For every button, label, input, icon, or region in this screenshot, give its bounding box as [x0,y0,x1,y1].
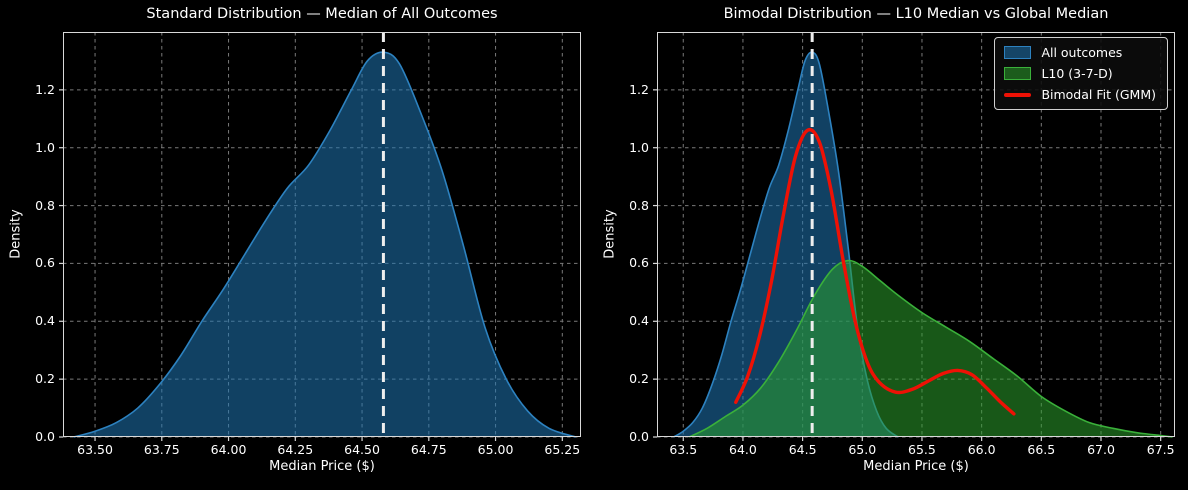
legend-label: L10 (3-7-D) [1041,66,1113,81]
legend-item-bimodal-fit-gmm: Bimodal Fit (GMM) [1004,87,1156,102]
legend: All outcomes L10 (3-7-D) Bimodal Fit (GMM) [994,37,1168,110]
axes-spines [657,32,1175,437]
y-tick-label: 1.0 [35,139,55,155]
y-tick-label: 0.2 [35,371,55,387]
y-tick-label: 1.0 [629,139,649,155]
legend-item-all-outcomes: All outcomes [1004,45,1156,60]
y-tick-label: 0.0 [629,429,649,444]
x-tick-label: 63.5 [669,442,698,457]
x-axis-label: Median Price ($) [269,459,375,474]
kde-line-all-outcomes [73,51,576,438]
x-tick-label: 65.5 [908,442,936,457]
x-tick-label: 64.5 [788,442,817,457]
legend-label: All outcomes [1041,45,1123,60]
y-tick-label: 1.2 [35,81,55,97]
plot-area [59,32,581,441]
axes-spines [63,32,581,437]
kde-line-l10-3-7-d [688,259,1173,438]
x-tick-label: 64.50 [344,442,380,457]
y-tick-label: 0.8 [629,197,649,213]
y-tick-label: 0.2 [629,371,649,387]
x-tick-label: 63.50 [77,442,113,457]
x-tick-label: 63.75 [143,442,180,457]
y-tick-label: 0.6 [629,255,649,271]
fit-line-bimodal-fit-gmm [734,128,1016,416]
x-tick-label: 67.0 [1087,442,1115,457]
x-tick-label: 66.0 [967,442,996,457]
legend-item-l10-3-7-d: L10 (3-7-D) [1004,66,1156,81]
plot-title: Standard Distribution — Median of All Ou… [146,6,498,22]
x-axis-label: Median Price ($) [863,459,969,474]
x-tick-label: 65.00 [477,442,514,457]
legend-patch-icon [1004,67,1032,80]
y-tick-label: 0.4 [629,313,649,329]
kde-area-all-outcomes [73,52,576,437]
plot-area [653,32,1175,441]
y-axis-label: Density [602,209,618,259]
y-tick-label: 0.6 [35,255,55,271]
legend-label: Bimodal Fit (GMM) [1041,87,1156,102]
x-tick-label: 67.5 [1146,442,1175,457]
plot-title: Bimodal Distribution — L10 Median vs Glo… [723,6,1109,22]
x-tick-label: 64.00 [210,442,247,457]
y-axis-label: Density [8,209,24,259]
x-tick-label: 64.75 [410,442,447,457]
x-tick-label: 64.0 [729,442,757,457]
y-tick-label: 1.2 [629,81,649,97]
legend-patch-icon [1004,46,1032,59]
x-tick-label: 66.5 [1027,442,1056,457]
x-tick-label: 64.25 [277,442,314,457]
x-tick-label: 65.25 [544,442,581,457]
right-subplot: Bimodal Distribution — L10 Median vs Glo… [594,0,1188,490]
legend-line-icon [1004,92,1032,97]
left-subplot: Standard Distribution — Median of All Ou… [8,6,581,474]
y-tick-label: 0.4 [35,313,55,329]
y-tick-label: 0.0 [35,429,55,444]
y-tick-label: 0.8 [35,197,55,213]
x-tick-label: 65.0 [848,442,877,457]
